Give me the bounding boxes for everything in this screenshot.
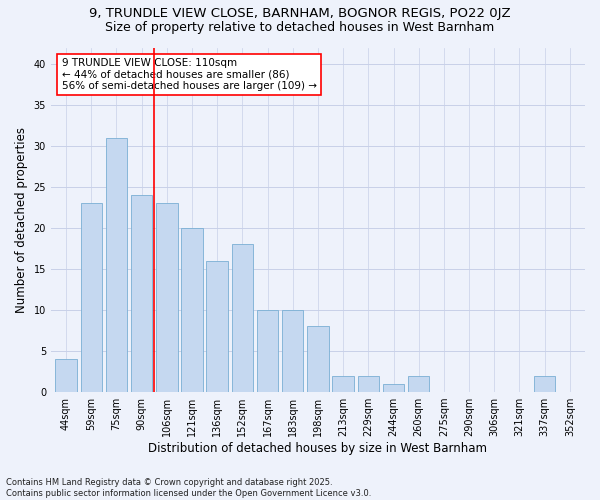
Bar [534,376,556,392]
Text: Size of property relative to detached houses in West Barnham: Size of property relative to detached ho… [106,21,494,34]
Text: Contains HM Land Registry data © Crown copyright and database right 2025.
Contai: Contains HM Land Registry data © Crown c… [6,478,371,498]
Bar [257,310,278,392]
Bar [206,261,228,392]
Bar [181,228,203,392]
X-axis label: Distribution of detached houses by size in West Barnham: Distribution of detached houses by size … [148,442,487,455]
Bar [106,138,127,392]
Bar [332,376,354,392]
Bar [282,310,304,392]
Bar [156,204,178,392]
Bar [131,195,152,392]
Text: 9, TRUNDLE VIEW CLOSE, BARNHAM, BOGNOR REGIS, PO22 0JZ: 9, TRUNDLE VIEW CLOSE, BARNHAM, BOGNOR R… [89,8,511,20]
Bar [408,376,430,392]
Bar [55,360,77,392]
Bar [383,384,404,392]
Bar [307,326,329,392]
Bar [80,204,102,392]
Bar [232,244,253,392]
Text: 9 TRUNDLE VIEW CLOSE: 110sqm
← 44% of detached houses are smaller (86)
56% of se: 9 TRUNDLE VIEW CLOSE: 110sqm ← 44% of de… [62,58,317,91]
Bar [358,376,379,392]
Y-axis label: Number of detached properties: Number of detached properties [15,127,28,313]
